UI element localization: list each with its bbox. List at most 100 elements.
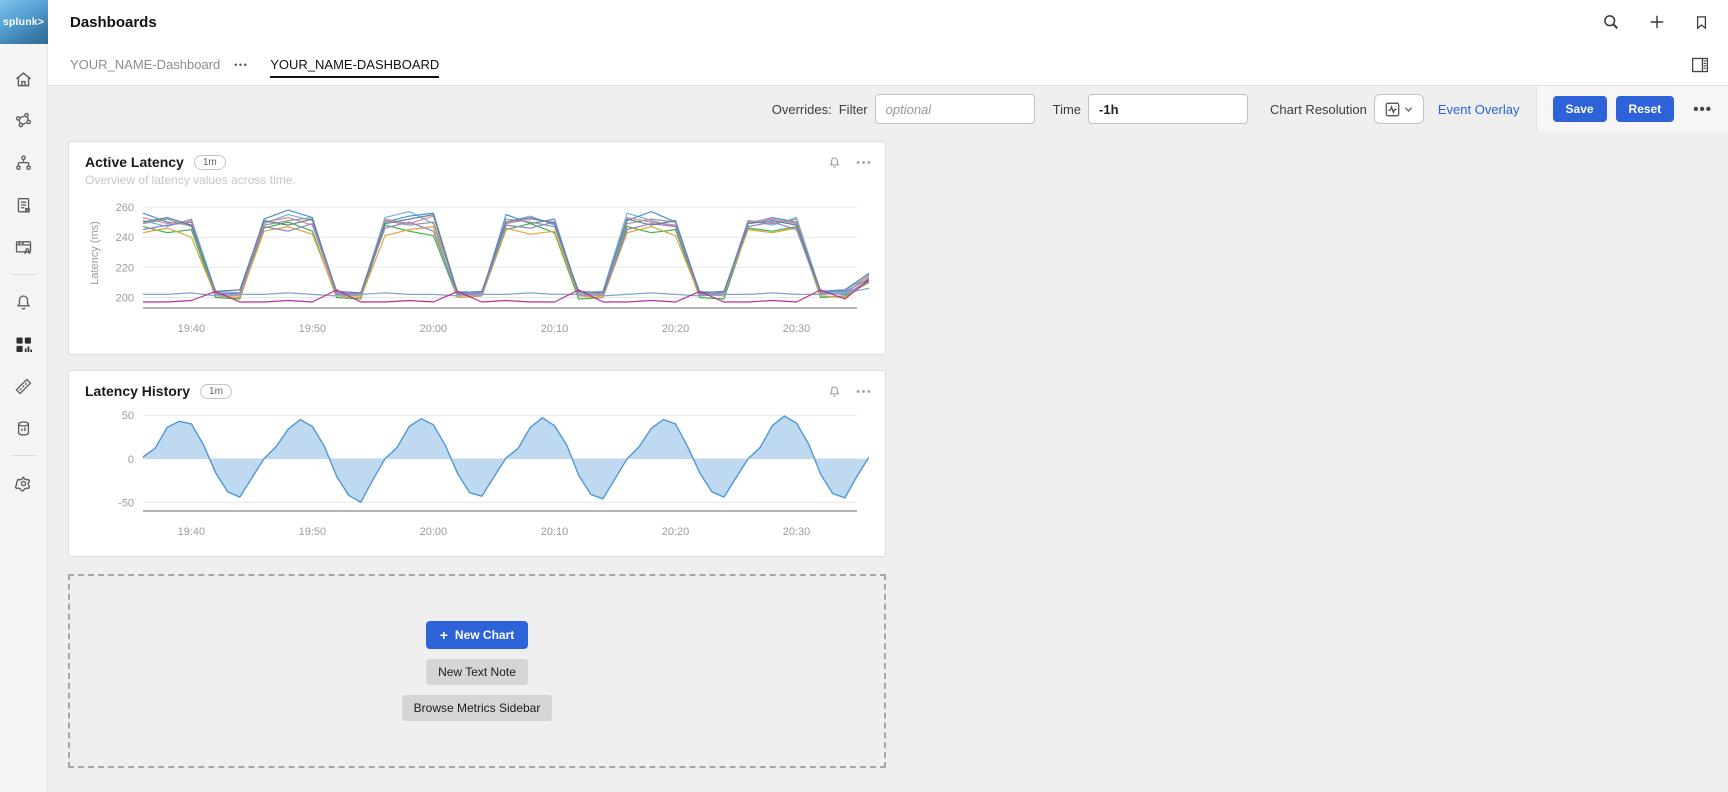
dashboard-group-label[interactable]: YOUR_NAME-Dashboard (70, 57, 221, 72)
filter-label: Filter (838, 101, 868, 117)
y-tick-label: 240 (116, 232, 134, 244)
page-title: Dashboards (70, 13, 157, 31)
sidebar-item-alerts[interactable] (6, 284, 42, 320)
bookmark-button[interactable] (1693, 13, 1710, 32)
sidebar-item-infrastructure[interactable] (6, 145, 42, 181)
x-tick-label: 20:20 (662, 323, 690, 335)
settings-gear-icon (14, 476, 31, 491)
chart-resolution-dropdown[interactable] (1373, 94, 1424, 124)
alert-bell-button[interactable] (827, 155, 842, 170)
chart-area: 50 0 -50 19:40 19:50 20:00 20:10 20:20 20:30 (69, 399, 885, 556)
sidebar-item-rum[interactable] (6, 229, 42, 265)
chart-card-latency-history: Latency History 1m 50 0 -50 19:40 19:50 20:00… (68, 370, 886, 557)
card-actions (827, 155, 871, 170)
card-actions (827, 384, 871, 399)
sidebar-item-dashboards[interactable] (6, 326, 42, 362)
y-tick-label: 260 (116, 202, 134, 214)
event-overlay-link[interactable]: Event Overlay (1437, 101, 1520, 117)
line-series (142, 214, 870, 294)
overrides-toolbar: Overrides: Filter Time Chart Resolution … (48, 86, 1728, 132)
save-reset-zone: Save Reset ••• (1535, 86, 1728, 132)
log-observer-icon (17, 197, 30, 212)
resolution-badge: 1m (193, 154, 226, 170)
x-tick-label: 20:00 (420, 526, 448, 538)
x-tick-label: 20:10 (541, 526, 569, 538)
chart-area: 200 220 240 260 19:40 19:50 20:00 20:10 20:20 20:… (69, 187, 885, 354)
metrics-ruler-icon (15, 378, 32, 394)
create-button[interactable] (1647, 12, 1667, 32)
save-button[interactable]: Save (1552, 96, 1607, 122)
sidebar-item-metrics[interactable] (6, 368, 42, 404)
tab-dashboard-active[interactable]: YOUR_NAME-DASHBOARD (270, 57, 440, 78)
x-tick-label: 20:30 (783, 323, 811, 335)
chart-resolution-icon (1385, 102, 1400, 116)
rum-icon (15, 240, 32, 254)
header-actions (1601, 12, 1710, 32)
apm-network-icon (15, 112, 32, 127)
overrides-label: Overrides: (771, 101, 832, 117)
line-series (143, 278, 870, 303)
latency-history-chart[interactable]: 50 0 -50 19:40 19:50 20:00 20:10 20:20 20:30 (85, 403, 870, 545)
search-button[interactable] (1601, 12, 1621, 32)
left-nav-rail: splunk> (0, 0, 48, 792)
sidebar-item-home[interactable] (6, 61, 42, 97)
line-series (143, 287, 870, 297)
y-tick-label: 220 (116, 262, 134, 274)
dashboard-group-menu-button[interactable]: ••• (234, 59, 249, 70)
time-input[interactable] (1088, 94, 1249, 124)
sidebar-item-apm[interactable] (6, 103, 42, 139)
x-tick-label: 20:00 (420, 323, 448, 335)
bell-icon (829, 386, 840, 397)
reset-button[interactable]: Reset (1615, 96, 1675, 122)
infrastructure-icon (16, 154, 31, 170)
chart-more-menu[interactable] (856, 160, 871, 165)
time-label: Time (1052, 101, 1082, 117)
ellipsis-icon (856, 161, 871, 164)
panel-right-icon (1691, 57, 1709, 72)
splunk-logo[interactable]: splunk> (0, 0, 48, 44)
new-chart-button[interactable]: + New Chart (425, 621, 529, 649)
nav-divider (10, 274, 37, 275)
chart-title: Active Latency (85, 154, 184, 170)
home-icon (16, 71, 31, 86)
chart-resolution-label: Chart Resolution (1270, 101, 1367, 117)
top-header: Dashboards (48, 0, 1728, 44)
filter-input[interactable] (874, 94, 1035, 124)
active-latency-chart[interactable]: 200 220 240 260 19:40 19:50 20:00 20:10 20:20 20:… (85, 191, 870, 343)
card-header: Active Latency 1m (69, 142, 885, 170)
dashboard-tab-row: YOUR_NAME-Dashboard ••• YOUR_NAME-DASHBO… (48, 44, 1728, 86)
empty-widget-dropzone[interactable]: + New Chart New Text Note Browse Metrics… (68, 574, 886, 768)
y-tick-label: 200 (116, 293, 134, 305)
x-tick-label: 19:40 (178, 323, 206, 335)
line-series (142, 225, 870, 299)
area-fill (143, 416, 870, 503)
toolbar-more-menu[interactable]: ••• (1693, 100, 1712, 118)
chevron-down-icon (1404, 106, 1412, 112)
search-icon (1604, 15, 1618, 29)
area-line (142, 415, 870, 503)
sidebar-item-log-observer[interactable] (6, 187, 42, 223)
nav-icons (0, 44, 47, 504)
sidebar-item-data-management[interactable] (6, 410, 42, 446)
chart-subtitle: Overview of latency values across time. (85, 173, 296, 187)
ellipsis-icon (856, 390, 871, 393)
info-panel-toggle[interactable] (1690, 56, 1710, 74)
x-tick-label: 20:10 (541, 323, 569, 335)
sidebar-item-settings[interactable] (6, 465, 42, 501)
chart-card-active-latency: Active Latency 1m Overview of latency va… (68, 141, 886, 355)
x-tick-label: 19:40 (178, 526, 206, 538)
browse-metrics-sidebar-button[interactable]: Browse Metrics Sidebar (401, 695, 553, 721)
main-column: Dashboards YOUR_NAME-Dashboard ••• YOUR_… (48, 0, 1728, 792)
resolution-badge: 1m (200, 383, 232, 399)
nav-divider (10, 455, 37, 456)
chart-title: Latency History (85, 383, 191, 399)
chart-more-menu[interactable] (856, 389, 871, 394)
y-axis-label: Latency (ms) (89, 221, 101, 285)
alert-bell-button[interactable] (827, 384, 842, 399)
x-tick-label: 19:50 (299, 526, 327, 538)
line-series (142, 217, 870, 296)
plus-icon: + (439, 627, 448, 643)
card-header: Latency History 1m (69, 371, 885, 399)
new-text-note-button[interactable]: New Text Note (426, 659, 528, 685)
